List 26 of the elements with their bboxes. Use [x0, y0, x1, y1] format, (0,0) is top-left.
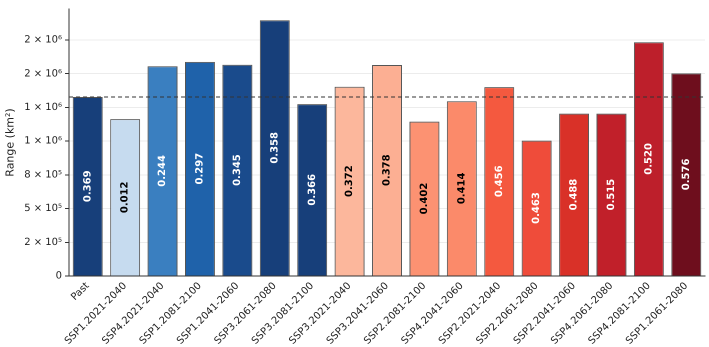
- annotation: 0.488: [568, 178, 580, 210]
- y-tick-label: 1 × 10⁶: [24, 102, 62, 114]
- annotation: 0.576: [680, 158, 692, 190]
- y-tick-label: 2 × 10⁶: [24, 34, 62, 46]
- annotation: 0.366: [306, 174, 318, 206]
- annotation: 0.463: [531, 192, 542, 224]
- annotation: 0.402: [419, 182, 430, 214]
- annotation: 0.372: [344, 165, 356, 197]
- y-tick-label: 0: [56, 270, 62, 282]
- y-tick-label: 1 × 10⁶: [24, 136, 62, 147]
- annotation: 0.358: [269, 132, 280, 164]
- y-tick-label: 5 × 10⁵: [24, 203, 62, 214]
- annotation: 0.369: [82, 170, 94, 202]
- annotation: 0.297: [194, 152, 206, 184]
- y-axis-title: Range (km²): [3, 108, 16, 177]
- annotation: 0.345: [232, 154, 243, 186]
- y-tick-label: 2 × 10⁶: [24, 68, 62, 80]
- annotation: 0.012: [120, 181, 131, 214]
- annotation: 0.456: [494, 165, 505, 198]
- annotation: 0.515: [606, 178, 618, 210]
- annotation: 0.520: [643, 143, 654, 175]
- annotation: 0.378: [382, 154, 393, 186]
- annotation: 0.244: [157, 155, 168, 187]
- y-tick-label: 8 × 10⁵: [24, 169, 62, 180]
- annotation: 0.414: [456, 172, 468, 204]
- y-tick-label: 2 × 10⁵: [24, 236, 62, 248]
